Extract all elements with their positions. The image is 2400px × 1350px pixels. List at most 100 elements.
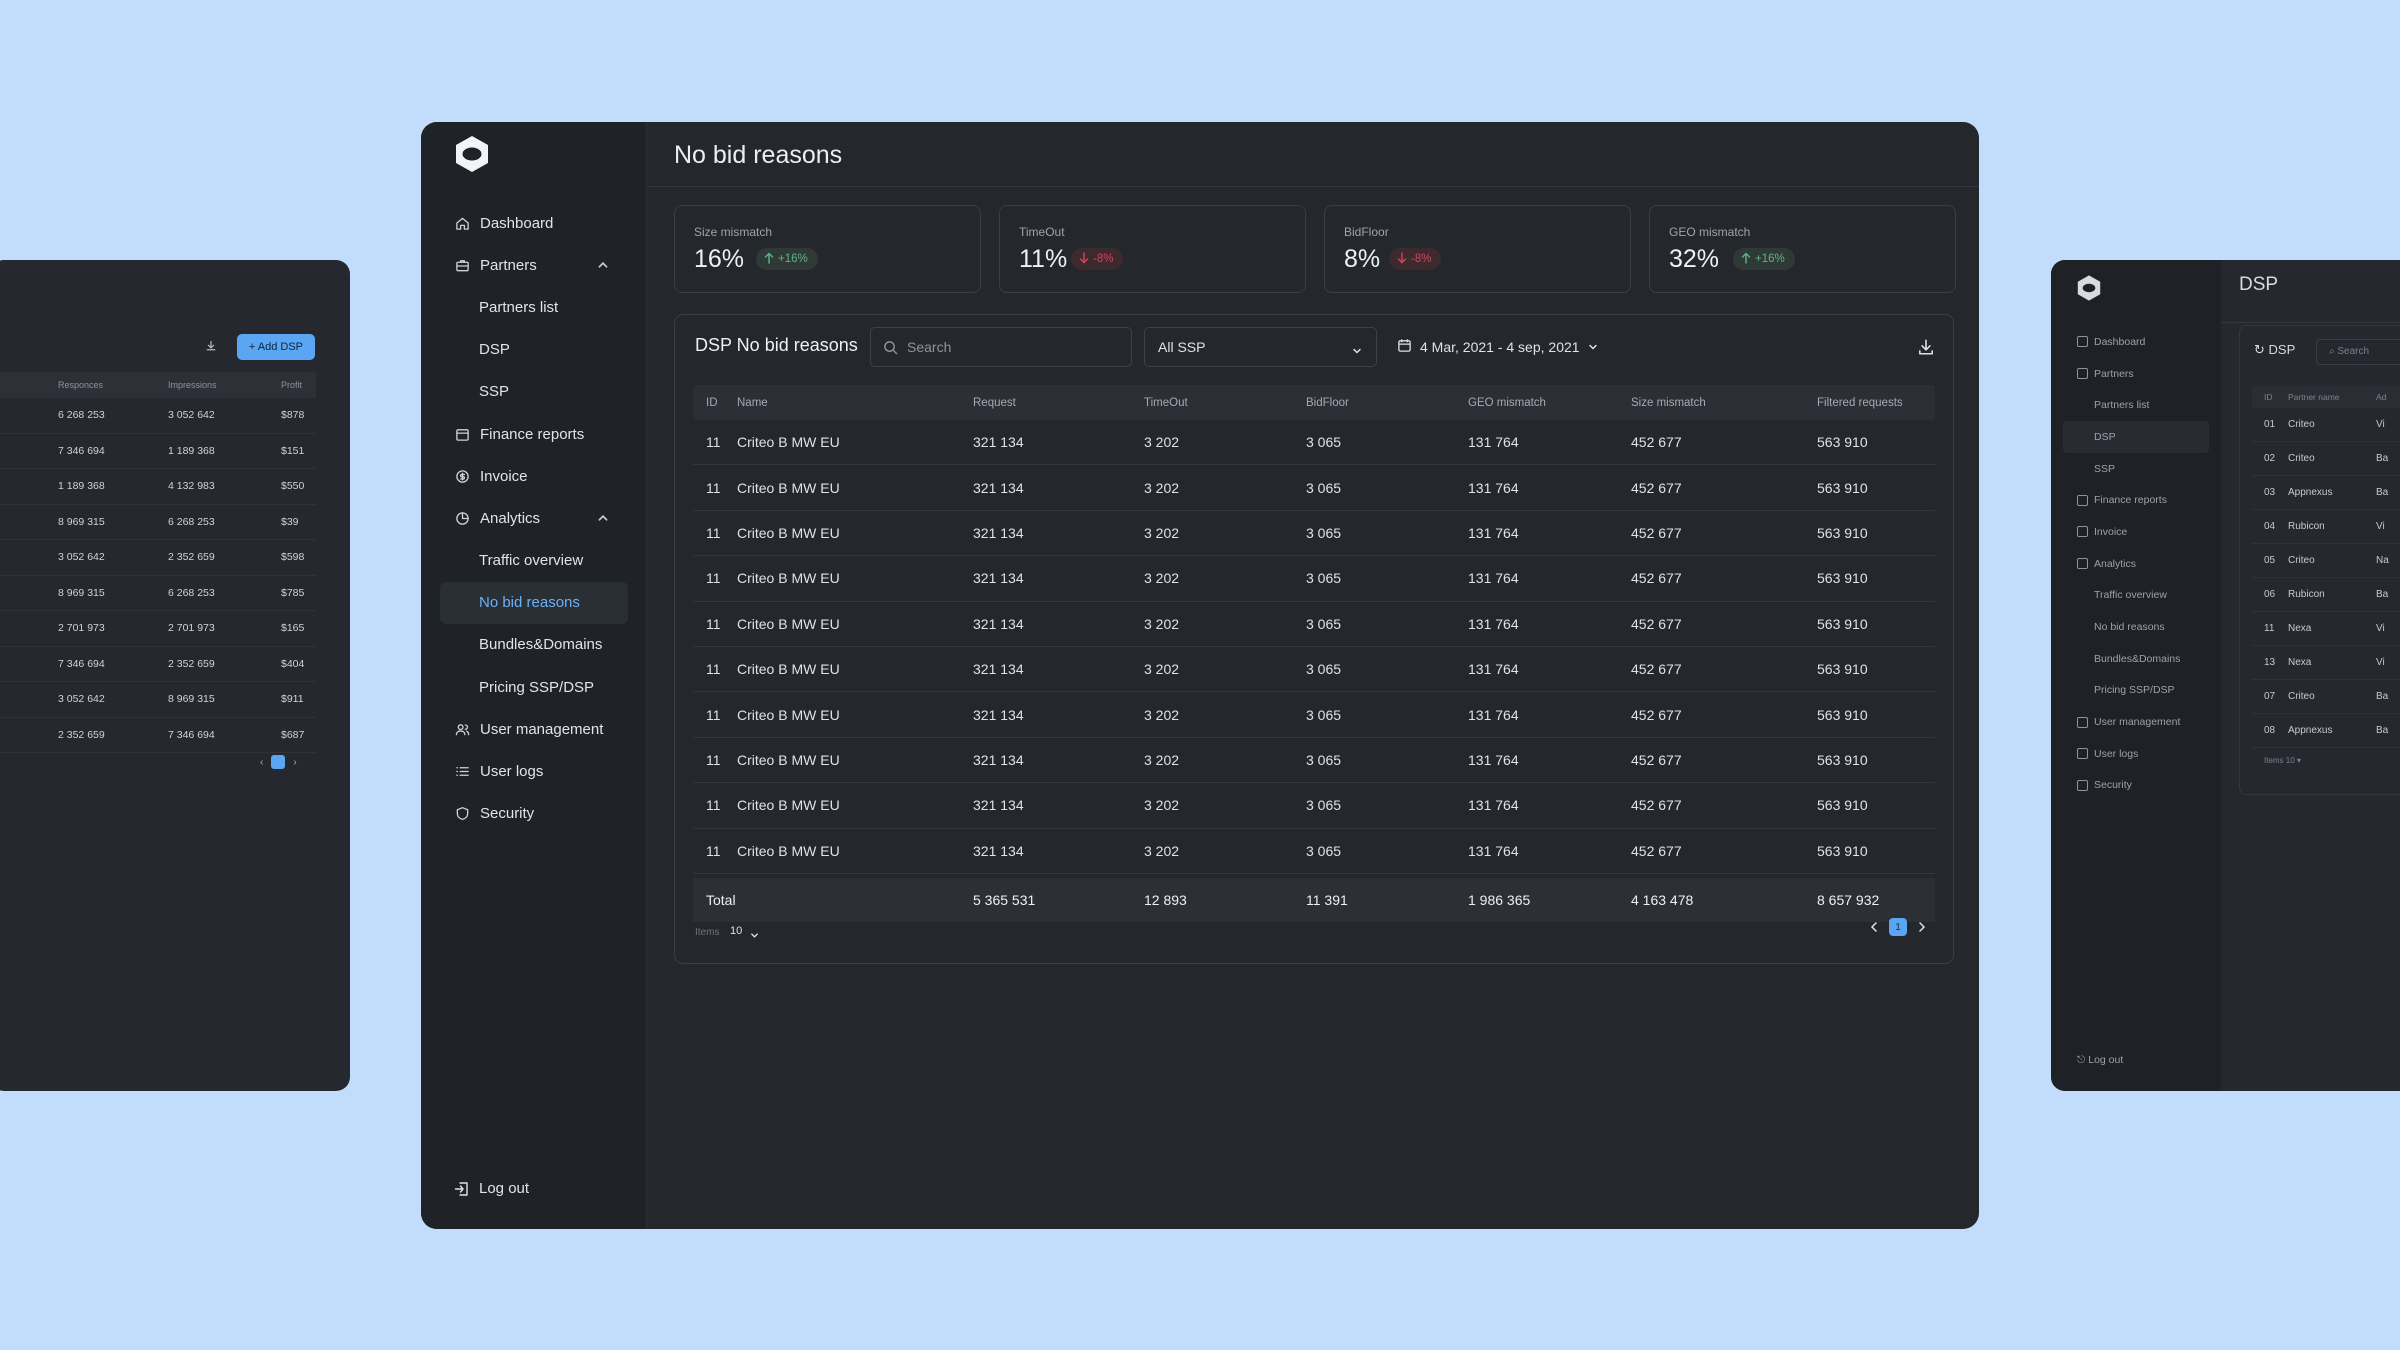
- table-cell: Criteo B MW EU: [737, 524, 840, 541]
- date-range-picker[interactable]: 4 Mar, 2021 - 4 sep, 2021: [1397, 327, 1598, 367]
- table-row[interactable]: 3 052 642 2 352 659 $598: [0, 540, 316, 576]
- table-row[interactable]: 07 Criteo Ba: [2252, 680, 2400, 714]
- table-row[interactable]: 11 Criteo B MW EU 321 134 3 202 3 065 131 764…: [693, 511, 1935, 557]
- table-row[interactable]: 3 052 642 8 969 315 $911: [0, 682, 316, 718]
- sidebar-item-bundles-domains[interactable]: Bundles&Domains: [421, 624, 647, 666]
- page-1-button[interactable]: [271, 755, 286, 769]
- table-cell: 3 065: [1306, 797, 1342, 814]
- column-header[interactable]: Name: [737, 396, 768, 409]
- table-row[interactable]: 8 969 315 6 268 253 $785: [0, 576, 316, 611]
- sidebar-item-label: No bid reasons: [479, 594, 580, 612]
- column-header[interactable]: TimeOut: [1144, 396, 1188, 409]
- table-row[interactable]: 11 Criteo B MW EU 321 134 3 202 3 065 131 764…: [693, 738, 1935, 784]
- sidebar-item-invoice[interactable]: Invoice: [2051, 516, 2221, 548]
- table-row[interactable]: 03 Appnexus Ba: [2252, 476, 2400, 510]
- total-cell: 12 893: [1144, 891, 1187, 908]
- sidebar-item-pricing-ssp-dsp[interactable]: Pricing SSP/DSP: [421, 666, 647, 708]
- table-cell: 131 764: [1468, 661, 1519, 678]
- sidebar-item-dsp[interactable]: DSP: [421, 329, 647, 371]
- chevron-left-icon[interactable]: [1869, 920, 1879, 934]
- sidebar-item-user-logs[interactable]: User logs: [421, 750, 647, 792]
- table-row[interactable]: 11 Criteo B MW EU 321 134 3 202 3 065 131 764…: [693, 692, 1935, 738]
- table-row[interactable]: 6 268 253 3 052 642 $878: [0, 398, 316, 434]
- table-row[interactable]: 2 352 659 7 346 694 $687: [0, 718, 316, 753]
- sidebar-item-ssp[interactable]: SSP: [421, 371, 647, 413]
- sidebar-item-dsp[interactable]: DSP: [2063, 421, 2209, 453]
- sidebar-item-partners-list[interactable]: Partners list: [2051, 389, 2221, 421]
- column-header[interactable]: Filtered requests: [1817, 396, 1903, 409]
- page-1-button[interactable]: 1: [1889, 918, 1907, 936]
- column-header[interactable]: GEO mismatch: [1468, 396, 1546, 409]
- download-icon[interactable]: [205, 340, 219, 354]
- table-row[interactable]: 11 Criteo B MW EU 321 134 3 202 3 065 131 764…: [693, 783, 1935, 829]
- sidebar-item-invoice[interactable]: Invoice: [421, 455, 647, 497]
- sidebar-item-partners[interactable]: Partners: [421, 244, 647, 286]
- column-header[interactable]: Request: [973, 396, 1016, 409]
- logout-button[interactable]: Log out: [454, 1180, 529, 1197]
- sidebar-item-user-management[interactable]: User management: [421, 708, 647, 750]
- table-cell: 563 910: [1817, 434, 1868, 451]
- table-cell: 2 352 659: [168, 551, 215, 564]
- sidebar-item-analytics[interactable]: Analytics: [421, 497, 647, 539]
- prev-page-icon[interactable]: ‹: [260, 756, 264, 768]
- table-row[interactable]: 11 Criteo B MW EU 321 134 3 202 3 065 131 764…: [693, 647, 1935, 693]
- sidebar-item-partners-list[interactable]: Partners list: [421, 286, 647, 328]
- items-per-page-select[interactable]: 10: [730, 925, 743, 937]
- add-dsp-button[interactable]: + Add DSP: [236, 334, 315, 360]
- sidebar-item-dashboard[interactable]: Dashboard: [421, 202, 647, 244]
- sidebar-item-security[interactable]: Security: [2051, 770, 2221, 802]
- sidebar-item-analytics[interactable]: Analytics: [2051, 548, 2221, 580]
- sidebar-item-bundles-domains[interactable]: Bundles&Domains: [2051, 643, 2221, 675]
- sidebar-item-security[interactable]: Security: [421, 793, 647, 835]
- items-per-page[interactable]: Items 10 ▾: [2264, 756, 2301, 765]
- table-row[interactable]: 7 346 694 1 189 368 $151: [0, 434, 316, 469]
- table-row[interactable]: 11 Criteo B MW EU 321 134 3 202 3 065 131 764…: [693, 420, 1935, 466]
- sidebar-item-traffic-overview[interactable]: Traffic overview: [2051, 580, 2221, 612]
- table-row[interactable]: 08 Appnexus Ba: [2252, 714, 2400, 748]
- table-row[interactable]: 06 Rubicon Ba: [2252, 578, 2400, 612]
- chevron-up-icon[interactable]: [597, 258, 609, 270]
- search-input[interactable]: Search: [870, 327, 1132, 367]
- table-row[interactable]: 11 Criteo B MW EU 321 134 3 202 3 065 131 764…: [693, 829, 1935, 874]
- sidebar-item-user-management[interactable]: User management: [2051, 706, 2221, 738]
- table-row[interactable]: 05 Criteo Na: [2252, 544, 2400, 578]
- table-row[interactable]: 1 189 368 4 132 983 $550: [0, 469, 316, 505]
- chevron-right-icon[interactable]: [1917, 920, 1927, 934]
- search-input[interactable]: ⌕ Search: [2316, 339, 2400, 365]
- table-row[interactable]: 11 Nexa Vi: [2252, 612, 2400, 646]
- table-row[interactable]: 02 Criteo Ba: [2252, 442, 2400, 476]
- table-row[interactable]: 11 Criteo B MW EU 321 134 3 202 3 065 131 764…: [693, 556, 1935, 602]
- table-row[interactable]: 7 346 694 2 352 659 $404: [0, 647, 316, 682]
- table-cell: 2 701 973: [168, 622, 215, 635]
- chevron-down-icon[interactable]: [750, 927, 759, 938]
- ssp-select[interactable]: All SSP: [1144, 327, 1377, 367]
- next-page-icon[interactable]: ›: [293, 756, 297, 768]
- sidebar-item-label: Traffic overview: [479, 552, 584, 570]
- table-cell: $785: [281, 586, 305, 599]
- sidebar-item-dashboard[interactable]: Dashboard: [2051, 326, 2221, 358]
- table-cell: Nexa: [2288, 623, 2312, 634]
- sidebar-item-pricing-ssp-dsp[interactable]: Pricing SSP/DSP: [2051, 675, 2221, 707]
- column-header[interactable]: Size mismatch: [1631, 396, 1706, 409]
- table-row[interactable]: 13 Nexa Vi: [2252, 646, 2400, 680]
- sidebar-item-no-bid-reasons[interactable]: No bid reasons: [440, 581, 628, 624]
- table-row[interactable]: 8 969 315 6 268 253 $39: [0, 505, 316, 540]
- table-row[interactable]: 04 Rubicon Vi: [2252, 510, 2400, 544]
- sidebar-item-finance-reports[interactable]: Finance reports: [421, 413, 647, 455]
- column-header[interactable]: BidFloor: [1306, 396, 1349, 409]
- chevron-up-icon[interactable]: [597, 511, 609, 523]
- sidebar-item-no-bid-reasons[interactable]: No bid reasons: [2051, 611, 2221, 643]
- table-row[interactable]: 2 701 973 2 701 973 $165: [0, 611, 316, 647]
- table-row[interactable]: 11 Criteo B MW EU 321 134 3 202 3 065 131 764…: [693, 465, 1935, 511]
- table-row[interactable]: 11 Criteo B MW EU 321 134 3 202 3 065 131 764…: [693, 602, 1935, 647]
- sidebar-item-ssp[interactable]: SSP: [2051, 453, 2221, 485]
- download-icon[interactable]: [1917, 338, 1935, 356]
- logout-button[interactable]: ⎋ Log out: [2077, 1054, 2124, 1066]
- column-header[interactable]: ID: [706, 396, 718, 409]
- sidebar-item-user-logs[interactable]: User logs: [2051, 738, 2221, 770]
- table-cell: 452 677: [1631, 842, 1682, 859]
- table-row[interactable]: 01 Criteo Vi: [2252, 408, 2400, 442]
- sidebar-item-partners[interactable]: Partners: [2051, 358, 2221, 390]
- sidebar-item-finance-reports[interactable]: Finance reports: [2051, 484, 2221, 516]
- sidebar-item-traffic-overview[interactable]: Traffic overview: [421, 540, 647, 582]
